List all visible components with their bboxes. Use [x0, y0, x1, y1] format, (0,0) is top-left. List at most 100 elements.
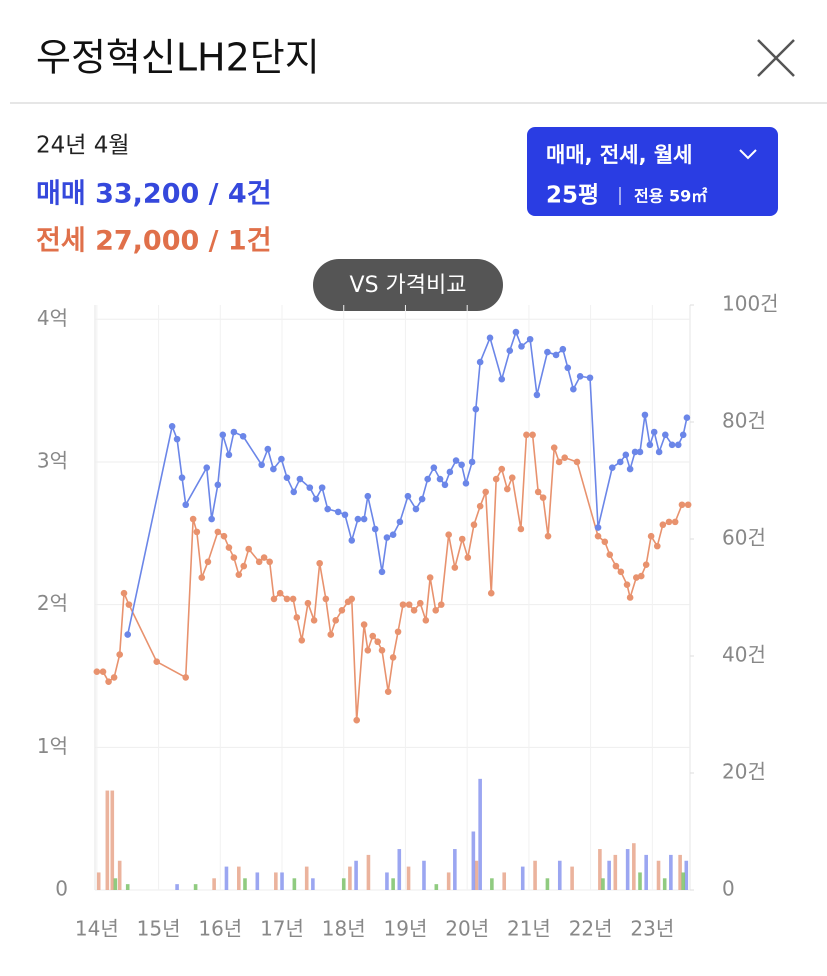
close-button[interactable]	[757, 39, 795, 77]
price-dot	[650, 428, 658, 436]
price-dot	[310, 617, 318, 624]
price-dot	[458, 535, 466, 543]
volume-bar	[237, 866, 241, 890]
filter-button[interactable]: 매매, 전세, 월세 25평 전용 59㎡	[527, 127, 778, 216]
price-dot	[506, 347, 514, 354]
price-dot	[306, 484, 314, 491]
price-dot	[441, 481, 449, 489]
price-dot	[498, 465, 506, 473]
volume-bar	[570, 866, 574, 890]
title: 우정혁신LH2단지	[36, 36, 320, 80]
price-dot	[570, 385, 577, 393]
x-tick-label: 23년	[630, 917, 674, 941]
volume-bar	[348, 866, 352, 890]
volume-bar	[471, 831, 476, 890]
price-dot	[559, 345, 567, 353]
price-dot	[225, 544, 233, 551]
price-dot	[529, 431, 536, 439]
price-dot	[418, 495, 426, 503]
price-dot	[182, 501, 190, 509]
price-dot	[230, 554, 238, 561]
price-dot	[318, 484, 326, 491]
price-dot	[105, 678, 112, 685]
volume-bar	[656, 860, 661, 890]
price-dot	[424, 475, 431, 483]
volume-bar	[397, 849, 402, 890]
price-dot	[468, 458, 476, 466]
volume-bar	[113, 878, 118, 890]
date: 24년 4월	[36, 133, 130, 159]
compare-button[interactable]: VS 가격비교	[313, 259, 503, 311]
volume-bar	[366, 854, 371, 890]
volume-bar	[446, 872, 451, 890]
price-dot	[225, 451, 233, 459]
price-dot	[125, 601, 133, 608]
price-dot	[258, 461, 265, 469]
volume-bar	[434, 884, 439, 890]
price-dot	[533, 391, 541, 399]
volume-bar	[638, 872, 642, 890]
price-dot	[462, 480, 470, 487]
price-dot	[412, 505, 420, 513]
price-dot	[93, 668, 101, 675]
x-tick-label: 22년	[569, 917, 613, 941]
compare-label: VS 가격비교	[350, 273, 467, 298]
volume-bar	[474, 860, 479, 890]
price-dot	[405, 601, 413, 608]
price-dot	[270, 595, 278, 603]
price-dot	[168, 422, 176, 430]
price-dot	[383, 534, 391, 541]
volume-bar	[274, 872, 278, 890]
price-dot	[594, 532, 602, 540]
price-dot	[203, 464, 211, 471]
volume-bar	[96, 872, 101, 890]
price-dot	[470, 521, 478, 529]
price-dot	[270, 465, 277, 473]
price-dot	[576, 373, 584, 380]
price-dot	[564, 364, 572, 372]
price-dot	[416, 599, 424, 607]
price-dot	[289, 595, 297, 603]
price-dot	[653, 542, 661, 550]
price-dot	[374, 638, 381, 646]
volume-bar	[684, 860, 689, 890]
volume-bar	[117, 860, 122, 890]
price-dot	[338, 607, 346, 614]
x-tick-label: 17년	[260, 917, 304, 941]
price-dot	[276, 589, 284, 597]
price-dot	[293, 614, 301, 621]
price-dot	[641, 411, 649, 419]
price-dot	[189, 515, 197, 523]
price-dot	[99, 668, 107, 675]
x-tick-label: 15년	[137, 917, 181, 941]
volume-bar	[545, 878, 550, 890]
price-dot	[204, 558, 212, 566]
price-dot	[487, 589, 495, 597]
volume-bar	[644, 854, 648, 890]
price-dot	[655, 448, 663, 456]
y-tick-label: 2억	[37, 591, 68, 615]
volume-bar	[478, 778, 482, 890]
volume-bar	[669, 854, 673, 890]
price-dot	[622, 451, 630, 459]
price-dot	[389, 654, 397, 661]
volume-bar	[292, 878, 297, 890]
price-dot	[178, 474, 186, 481]
price-dot	[173, 435, 181, 443]
volume-bar	[625, 849, 630, 890]
price-dot	[452, 457, 460, 464]
price-dot	[298, 637, 306, 644]
volume-bar	[453, 849, 457, 890]
price-dot	[348, 537, 356, 544]
price-dot	[523, 431, 530, 439]
y2-tick-label: 100건	[722, 292, 779, 316]
price-dot	[278, 455, 285, 463]
y-tick-label: 4억	[37, 306, 68, 330]
x-tick-label: 18년	[322, 917, 366, 941]
price-dot	[647, 532, 655, 540]
price-dot	[219, 431, 227, 439]
price-dot	[679, 431, 687, 439]
volume-bar	[632, 843, 636, 890]
volume-bar	[304, 866, 309, 890]
price-dot	[458, 461, 465, 469]
